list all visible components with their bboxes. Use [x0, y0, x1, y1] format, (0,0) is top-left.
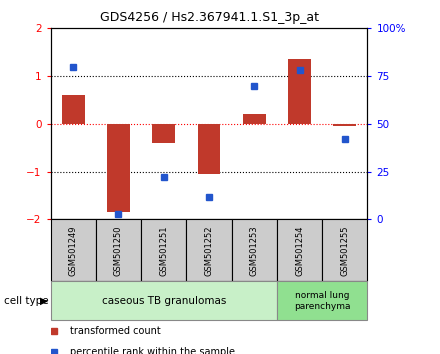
- Bar: [243, 114, 266, 124]
- Bar: [334, 124, 356, 126]
- Bar: [277, 219, 322, 281]
- Bar: [141, 219, 187, 281]
- Bar: [288, 59, 311, 124]
- Text: GSM501250: GSM501250: [114, 225, 123, 276]
- Text: GSM501253: GSM501253: [250, 225, 259, 276]
- Bar: [62, 95, 84, 124]
- Title: GDS4256 / Hs2.367941.1.S1_3p_at: GDS4256 / Hs2.367941.1.S1_3p_at: [99, 11, 319, 24]
- Text: caseous TB granulomas: caseous TB granulomas: [102, 296, 226, 306]
- Text: cell type: cell type: [4, 296, 49, 306]
- Bar: [322, 219, 367, 281]
- Text: normal lung
parenchyma: normal lung parenchyma: [294, 291, 350, 310]
- Text: GSM501252: GSM501252: [205, 225, 213, 276]
- Text: GSM501255: GSM501255: [340, 225, 349, 276]
- Bar: [231, 219, 277, 281]
- Bar: [51, 219, 96, 281]
- Bar: [152, 124, 175, 143]
- Bar: [198, 124, 220, 174]
- Text: GSM501251: GSM501251: [159, 225, 168, 276]
- Bar: [107, 124, 130, 212]
- Text: GSM501249: GSM501249: [69, 225, 78, 276]
- Text: transformed count: transformed count: [70, 326, 160, 336]
- Text: ▶: ▶: [40, 296, 48, 306]
- Text: percentile rank within the sample: percentile rank within the sample: [70, 347, 235, 354]
- Text: GSM501254: GSM501254: [295, 225, 304, 276]
- Bar: [96, 219, 141, 281]
- Bar: [277, 281, 367, 320]
- Bar: [187, 219, 231, 281]
- Bar: [51, 281, 277, 320]
